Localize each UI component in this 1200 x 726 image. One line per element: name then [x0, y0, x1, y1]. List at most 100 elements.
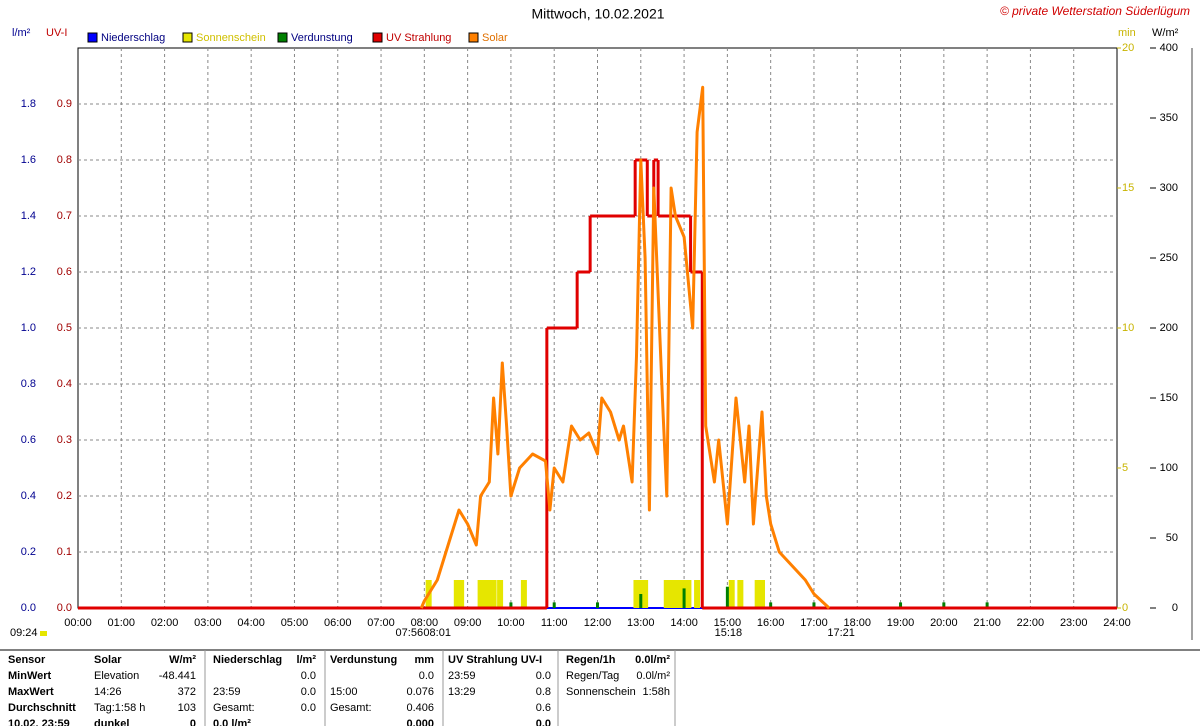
- y2-unit: W/m²: [1152, 27, 1179, 39]
- bar: [676, 580, 683, 608]
- table-cell: -48.441: [159, 670, 196, 682]
- bar: [481, 580, 488, 608]
- uv-tick-label: 0.9: [57, 98, 72, 110]
- y2-tick-label: 400: [1160, 42, 1178, 54]
- x-tick-label: 17:00: [800, 617, 828, 629]
- table-cell: 23:59: [448, 670, 476, 682]
- legend-swatch: [182, 32, 193, 43]
- y2-tick-label: 150: [1160, 392, 1178, 404]
- uv-tick-label: 0.7: [57, 210, 72, 222]
- x-tick-label: 24:00: [1103, 617, 1131, 629]
- time-annotation: 08:01: [423, 627, 451, 639]
- uv-tick-label: 0.1: [57, 546, 72, 558]
- bar: [942, 602, 946, 608]
- table-cell: MaxWert: [8, 686, 54, 698]
- bar: [663, 580, 670, 608]
- x-tick-label: 05:00: [281, 617, 309, 629]
- x-tick-label: 11:00: [541, 617, 568, 629]
- y-tick-label: 1.6: [21, 154, 36, 166]
- table-cell: 1:58h: [642, 686, 670, 698]
- x-tick-label: 09:00: [454, 617, 482, 629]
- legend-label: Sonnenschein: [196, 32, 266, 44]
- legend-label: UV Strahlung: [386, 32, 451, 44]
- y-tick-label: 1.2: [21, 266, 36, 278]
- table-cell: Sensor: [8, 654, 46, 666]
- uv-tick-label: 0.0: [57, 602, 72, 614]
- table-cell: 14:26: [94, 686, 122, 698]
- y-tick-label: 0.6: [21, 434, 36, 446]
- bar: [682, 588, 686, 608]
- table-cell: 372: [178, 686, 196, 698]
- legend-label: Solar: [482, 32, 508, 44]
- legend-swatch: [468, 32, 479, 43]
- table-cell: Regen/1h: [566, 654, 616, 666]
- bar: [490, 580, 497, 608]
- table-cell: Verdunstung: [330, 654, 397, 666]
- y-tick-label: 1.8: [21, 98, 36, 110]
- table-cell: Regen/Tag: [566, 670, 619, 682]
- legend-swatch: [277, 32, 288, 43]
- uv-tick-label: 0.3: [57, 434, 72, 446]
- bar: [477, 580, 484, 608]
- time-annotation: 15:18: [715, 627, 743, 639]
- table-cell: Gesamt:: [213, 702, 255, 714]
- uv-tick-label: 0.4: [57, 378, 72, 390]
- table-cell: 0.000: [406, 718, 434, 726]
- table-cell: 0.0: [301, 670, 316, 682]
- solar-line: [419, 85, 831, 610]
- bar: [552, 602, 556, 608]
- time-annotation: 17:21: [827, 627, 855, 639]
- table-cell: dunkel: [94, 718, 129, 726]
- x-tick-label: 04:00: [237, 617, 265, 629]
- y-tick-label: 0.8: [21, 378, 36, 390]
- bar: [633, 580, 640, 608]
- x-tick-label: 23:00: [1060, 617, 1088, 629]
- y-tick-label: 0.2: [21, 546, 36, 558]
- y-unit: l/m²: [12, 27, 31, 39]
- bar: [728, 580, 735, 608]
- bar: [754, 580, 761, 608]
- uv-tick-label: 0.6: [57, 266, 72, 278]
- x-tick-label: 13:00: [627, 617, 655, 629]
- x-tick-label: 00:00: [64, 617, 92, 629]
- min-unit: min: [1118, 27, 1136, 39]
- y-tick-label: 0.0: [21, 602, 36, 614]
- bar: [737, 580, 744, 608]
- table-cell: 10.02. 23:59: [8, 718, 70, 726]
- y-tick-label: 0.4: [21, 490, 36, 502]
- table-cell: 0.0: [536, 718, 551, 726]
- table-cell: 15:00: [330, 686, 358, 698]
- x-tick-label: 15:00: [714, 617, 742, 629]
- legend-label: Niederschlag: [101, 32, 165, 44]
- bar: [759, 580, 766, 608]
- x-tick-label: 10:00: [497, 617, 525, 629]
- x-tick-label: 14:00: [670, 617, 698, 629]
- table-cell: mm: [414, 654, 434, 666]
- table-cell: 0.0: [301, 686, 316, 698]
- y2-tick-label: 50: [1166, 532, 1178, 544]
- table-cell: 0.0: [536, 670, 551, 682]
- table-cell: 0.0 l/m²: [213, 718, 251, 726]
- uv-tick-label: 0.8: [57, 154, 72, 166]
- table-cell: 0.0: [301, 702, 316, 714]
- y2-tick-label: 250: [1160, 252, 1178, 264]
- bar: [639, 594, 643, 608]
- x-tick-label: 22:00: [1017, 617, 1045, 629]
- bar: [509, 602, 513, 608]
- x-tick-label: 16:00: [757, 617, 785, 629]
- min-tick-label: 20: [1122, 42, 1134, 54]
- table-cell: UV Strahlung UV-I: [448, 654, 542, 666]
- bar: [596, 602, 599, 608]
- x-tick-label: 06:00: [324, 617, 352, 629]
- table-cell: 0: [190, 718, 196, 726]
- bar: [769, 602, 773, 608]
- y2-tick-label: 300: [1160, 182, 1178, 194]
- table-cell: Elevation: [94, 670, 139, 682]
- copyright: © private Wetterstation Süderlügum: [1000, 4, 1190, 18]
- y-tick-label: 1.4: [21, 210, 36, 222]
- table-cell: l/m²: [296, 654, 316, 666]
- uv-unit: UV-I: [46, 27, 67, 39]
- table-cell: 0.6: [536, 702, 551, 714]
- uv-tick-label: 0.2: [57, 490, 72, 502]
